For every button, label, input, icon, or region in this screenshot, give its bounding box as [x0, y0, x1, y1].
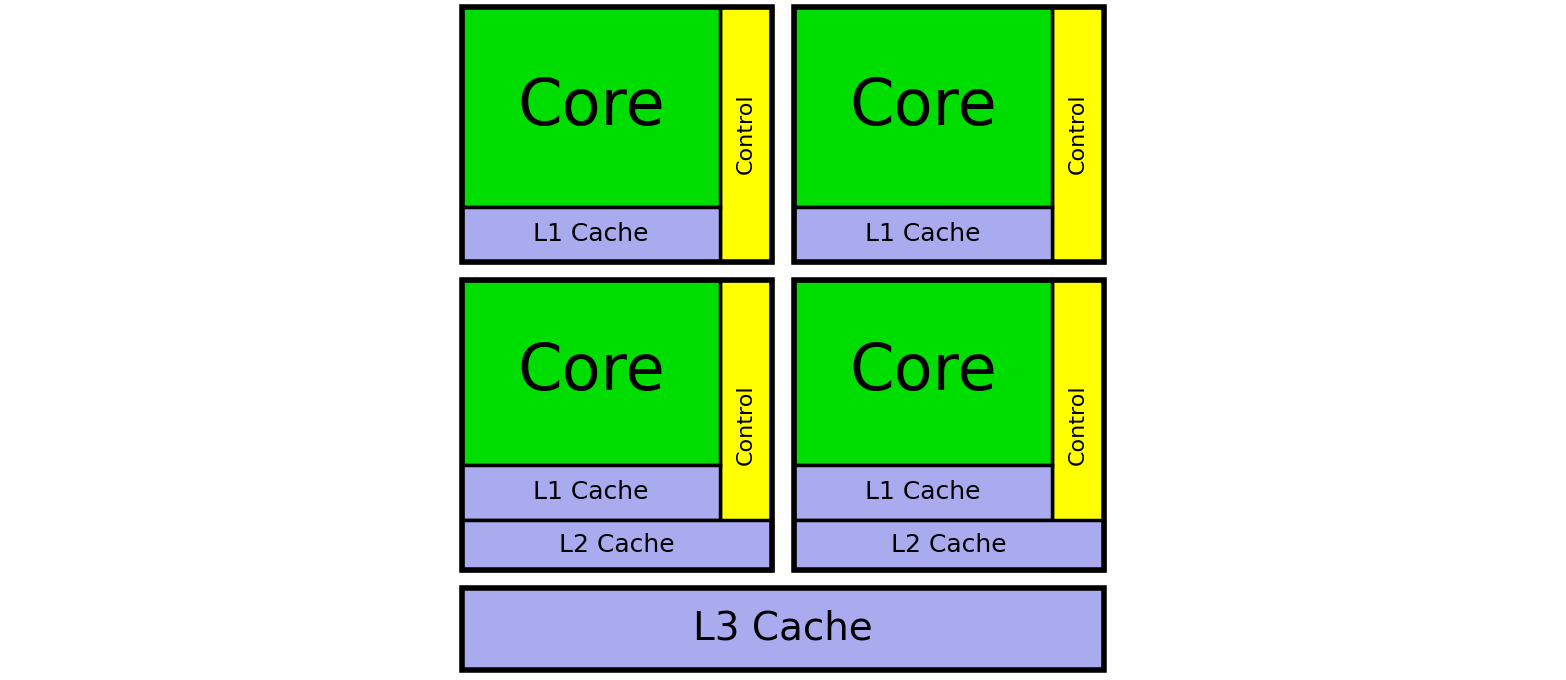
Text: Control: Control [1068, 94, 1088, 174]
Bar [794, 464, 1052, 520]
Text: Control: Control [736, 94, 756, 174]
Bar [794, 520, 1104, 570]
Bar [462, 520, 772, 570]
Text: L2 Cache: L2 Cache [559, 532, 675, 556]
Bar [794, 207, 1052, 262]
Bar [462, 588, 1104, 670]
Text: Core: Core [517, 341, 666, 403]
Text: Core: Core [849, 75, 998, 137]
Bar [720, 7, 772, 262]
Bar [462, 207, 720, 262]
Bar [1052, 279, 1104, 570]
Bar [794, 7, 1052, 207]
Bar [462, 279, 772, 570]
Bar [794, 279, 1052, 464]
Text: Core: Core [849, 341, 998, 403]
Text: L1 Cache: L1 Cache [866, 222, 980, 246]
Bar [462, 7, 720, 207]
Text: Control: Control [736, 384, 756, 465]
Bar [794, 279, 1104, 570]
Bar [462, 279, 720, 464]
Bar [1052, 7, 1104, 262]
Bar [462, 464, 720, 520]
Text: Control: Control [1068, 384, 1088, 465]
Text: L3 Cache: L3 Cache [694, 609, 872, 647]
Bar [462, 7, 772, 262]
Text: L2 Cache: L2 Cache [891, 532, 1007, 556]
Text: L1 Cache: L1 Cache [866, 480, 980, 504]
Bar [794, 7, 1104, 262]
Bar [720, 279, 772, 570]
Text: L1 Cache: L1 Cache [534, 222, 648, 246]
Text: L1 Cache: L1 Cache [534, 480, 648, 504]
Text: Core: Core [517, 75, 666, 137]
